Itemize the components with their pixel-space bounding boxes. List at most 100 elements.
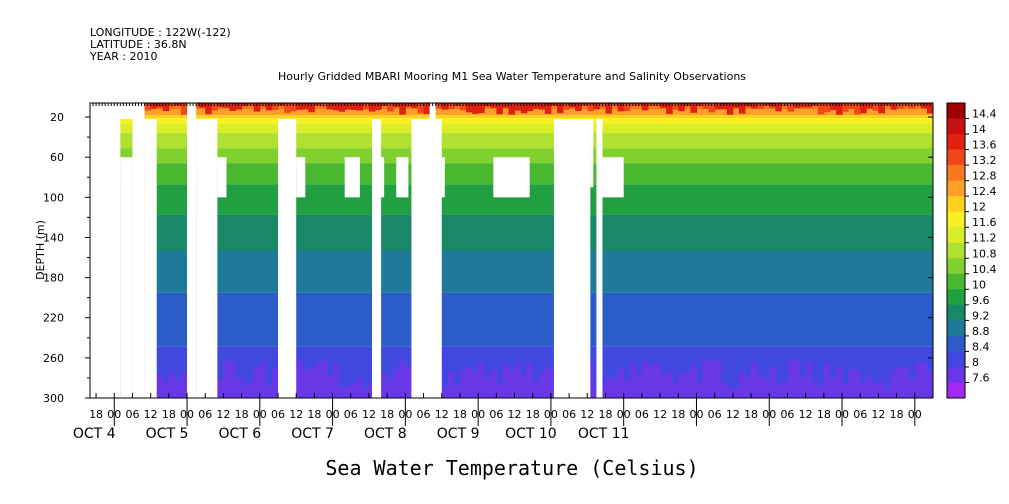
x-tick-label: 06 [198, 408, 212, 421]
bottom-streak [223, 360, 230, 398]
bottom-streak [811, 381, 819, 398]
colorbar-swatch [947, 211, 965, 228]
bottom-streak [466, 366, 473, 398]
x-tick-label: 18 [817, 408, 831, 421]
bottom-streak [854, 369, 861, 398]
colorbar-label: 13.6 [972, 139, 997, 152]
bottom-streak [684, 372, 691, 398]
bottom-streak [247, 381, 255, 398]
y-tick-label: 260 [43, 352, 64, 365]
missing-data-region [381, 157, 385, 198]
surface-streak [854, 103, 861, 115]
bottom-streak [920, 362, 928, 398]
missing-data-region [144, 119, 157, 399]
day-label: OCT 8 [364, 426, 407, 442]
colorbar-swatch [947, 242, 965, 259]
bottom-streak [793, 360, 801, 398]
bottom-streak [878, 380, 885, 398]
bottom-streak [835, 366, 843, 398]
x-tick-label: 12 [435, 408, 449, 421]
colorbar-label: 14 [972, 123, 986, 136]
colorbar-label: 8.4 [972, 340, 990, 353]
surface-streak [356, 103, 364, 111]
bottom-streak [599, 385, 607, 398]
bottom-streak [508, 369, 516, 398]
surface-streak [726, 103, 734, 115]
missing-data-region [553, 119, 591, 399]
x-tick-label: 12 [580, 408, 594, 421]
bottom-streak [902, 368, 910, 398]
y-tick-label: 100 [43, 191, 64, 204]
surface-streak [678, 103, 685, 112]
surface-streak [180, 103, 188, 115]
bottom-streak [168, 373, 176, 398]
temperature-band [90, 214, 933, 251]
surface-streak [708, 103, 716, 113]
bottom-streak [611, 378, 619, 398]
bottom-streak [884, 389, 892, 398]
surface-streak [605, 103, 613, 114]
bottom-streak [926, 372, 934, 398]
bottom-streak [751, 362, 758, 398]
colorbar-swatch [947, 382, 965, 399]
day-label: OCT 10 [505, 426, 557, 442]
missing-data-region [132, 119, 145, 399]
x-tick-label: 18 [453, 408, 467, 421]
bottom-streak [666, 370, 673, 398]
bottom-streak [629, 363, 637, 398]
missing-data-region [602, 157, 624, 198]
bottom-streak [769, 367, 776, 398]
missing-data-region [590, 119, 594, 188]
bottom-streak [654, 362, 661, 398]
x-axis-label: Sea Water Temperature (Celsius) [325, 456, 698, 480]
x-tick-label: 12 [144, 408, 158, 421]
x-tick-label: 06 [344, 408, 358, 421]
bottom-streak [314, 362, 321, 398]
bottom-streak [453, 385, 461, 398]
day-label: OCT 4 [73, 426, 116, 442]
year-label: YEAR : 2010 [89, 50, 158, 63]
x-tick-label: 06 [125, 408, 139, 421]
colorbar-frame [946, 102, 966, 399]
surface-streak [544, 103, 552, 114]
bottom-streak [302, 370, 309, 398]
x-tick-label: 18 [890, 408, 904, 421]
x-tick-label: 12 [216, 408, 230, 421]
colorbar-label: 11.2 [972, 232, 997, 245]
surface-streak [308, 103, 315, 113]
colorbar-label: 10.4 [972, 263, 997, 276]
x-tick-label: 06 [562, 408, 576, 421]
day-label: OCT 6 [218, 426, 261, 442]
surface-streak [508, 103, 516, 115]
y-tick-label: 180 [43, 272, 64, 285]
colorbar-label: 10.8 [972, 247, 997, 260]
bottom-streak [514, 363, 522, 398]
surface-streak [575, 103, 582, 111]
surface-streak [514, 103, 522, 111]
bottom-streak [484, 377, 491, 398]
bottom-streak [459, 370, 467, 398]
day-label: OCT 5 [146, 426, 189, 442]
surface-streak [623, 103, 631, 111]
surface-streak [144, 103, 152, 111]
missing-data-region [217, 157, 227, 198]
x-tick-label: 18 [599, 408, 613, 421]
surface-streak [229, 103, 237, 111]
missing-data-region [429, 103, 436, 120]
colorbar-label: 8 [972, 356, 979, 369]
surface-streak [399, 103, 406, 115]
x-tick-label: 18 [162, 408, 176, 421]
surface-streak [817, 103, 825, 115]
bottom-streak [890, 371, 898, 398]
bottom-streak [623, 380, 631, 398]
y-tick-label: 300 [43, 392, 64, 405]
bottom-streak [678, 373, 685, 398]
day-label: OCT 11 [578, 426, 630, 442]
missing-data-region [296, 157, 306, 198]
x-tick-label: 18 [235, 408, 249, 421]
colorbar-swatch [947, 103, 965, 119]
bottom-streak [478, 362, 485, 398]
bottom-streak [672, 383, 679, 398]
missing-data-region [187, 103, 197, 398]
surface-streak [417, 103, 425, 114]
